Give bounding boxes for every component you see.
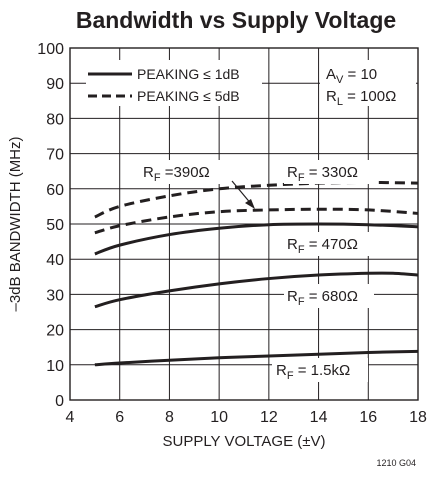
y-axis-label: –3dB BANDWIDTH (MHz) (7, 136, 24, 311)
series-line-1-dashed (94, 207, 419, 235)
x-tick-label-0: 4 (66, 409, 75, 426)
y-tick-label-0: 0 (55, 393, 64, 410)
y-tick-label-8: 80 (46, 111, 64, 128)
y-tick-label-3: 30 (46, 287, 64, 304)
gain-condition: AV = 10 (326, 66, 377, 86)
series-line-0-dashed (94, 180, 419, 219)
y-tick-labels: 0 10 20 30 40 50 60 70 80 90 100 (37, 41, 64, 410)
series-labels: RF =390Ω RF = 330Ω RF = 470Ω RF = 680Ω R… (141, 160, 374, 382)
x-tick-label-6: 16 (359, 409, 377, 426)
x-axis-label: SUPPLY VOLTAGE (±V) (162, 433, 325, 450)
y-tick-label-4: 40 (46, 252, 64, 269)
conditions: AV = 10 RL = 100Ω (320, 60, 416, 108)
series-line-4-solid (94, 349, 419, 367)
chart-title: Bandwidth vs Supply Voltage (76, 7, 396, 33)
x-tick-label-7: 18 (409, 409, 427, 426)
x-tick-labels: 4 6 8 10 12 14 16 18 (66, 409, 427, 426)
figure-id: 1210 G04 (376, 458, 416, 468)
label-bg-390 (141, 160, 229, 184)
series-line-3-solid (94, 271, 419, 309)
legend-background (86, 60, 262, 106)
legend: PEAKING ≤ 1dB PEAKING ≤ 5dB (86, 60, 262, 106)
y-tick-label-9: 90 (46, 76, 64, 93)
series-label-680: RF = 680Ω (287, 288, 358, 308)
x-tick-label-1: 6 (115, 409, 124, 426)
conditions-background (320, 60, 416, 106)
y-tick-label-5: 50 (46, 217, 64, 234)
series-lines (94, 180, 419, 367)
x-tick-label-5: 14 (310, 409, 328, 426)
label-bg-470 (284, 232, 374, 256)
series-line-2-solid (94, 222, 419, 256)
label-bg-330 (284, 160, 374, 184)
y-tick-label-7: 70 (46, 147, 64, 164)
plot-frame (69, 47, 419, 401)
series-label-470: RF = 470Ω (287, 236, 358, 256)
legend-label-solid: PEAKING ≤ 1dB (137, 66, 240, 82)
x-tick-label-3: 10 (210, 409, 228, 426)
y-tick-label-6: 60 (46, 182, 64, 199)
y-tick-label-10: 100 (37, 41, 64, 58)
load-condition: RL = 100Ω (326, 88, 396, 108)
y-tick-label-1: 10 (46, 358, 64, 375)
series-label-1k5: RF = 1.5kΩ (276, 362, 350, 382)
arrow-390-head (245, 199, 255, 209)
y-tick-label-2: 20 (46, 323, 64, 340)
series-label-330: RF = 330Ω (287, 164, 358, 184)
label-bg-680 (284, 284, 374, 308)
x-tick-label-4: 12 (260, 409, 278, 426)
series-label-390: RF =390Ω (143, 164, 210, 184)
arrows (231, 180, 255, 209)
label-bg-1k5 (272, 358, 368, 382)
x-tick-label-2: 8 (165, 409, 174, 426)
legend-label-dashed: PEAKING ≤ 5dB (137, 88, 240, 104)
